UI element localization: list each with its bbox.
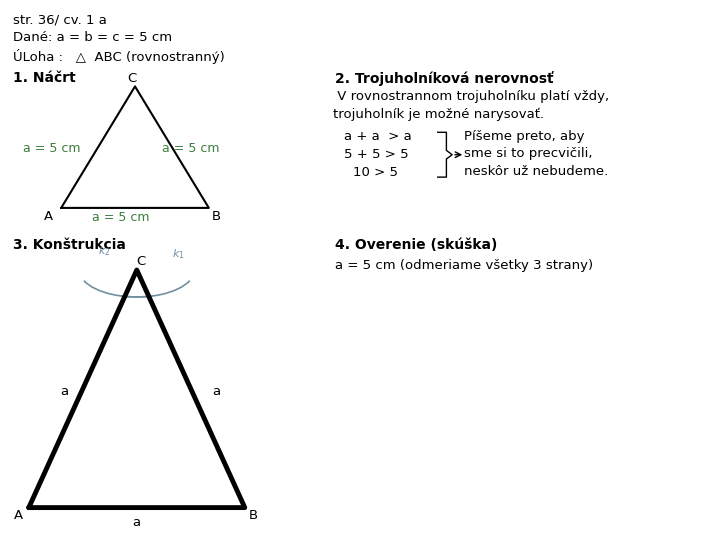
Text: 1. Náčrt: 1. Náčrt [13,71,76,85]
Text: 3. Konštrukcia: 3. Konštrukcia [13,238,126,252]
Text: a: a [212,385,220,398]
Text: ÚLoha :   △  ABC (rovnostranný): ÚLoha : △ ABC (rovnostranný) [13,49,225,64]
Text: $k_2$: $k_2$ [98,244,111,258]
Text: Píšeme preto, aby: Píšeme preto, aby [464,130,585,143]
Text: $k_1$: $k_1$ [172,247,185,261]
Text: 2. Trojuholníková nerovnosť: 2. Trojuholníková nerovnosť [335,71,554,86]
Text: a: a [132,516,141,529]
Text: 4. Overenie (skúška): 4. Overenie (skúška) [335,238,498,252]
Text: neskôr už nebudeme.: neskôr už nebudeme. [464,165,608,178]
Text: a = 5 cm: a = 5 cm [92,211,150,224]
Text: A: A [44,210,53,222]
Text: V rovnostrannom trojuholníku platí vždy,: V rovnostrannom trojuholníku platí vždy, [333,90,609,103]
Text: 5 + 5 > 5: 5 + 5 > 5 [344,148,409,161]
Text: C: C [136,255,145,268]
Text: str. 36/ cv. 1 a: str. 36/ cv. 1 a [13,14,107,26]
Text: a = 5 cm: a = 5 cm [23,142,81,155]
Text: a: a [60,385,69,398]
Text: C: C [127,72,136,85]
Text: Dané: a = b = c = 5 cm: Dané: a = b = c = 5 cm [13,31,172,44]
Text: sme si to precvičili,: sme si to precvičili, [464,147,593,160]
Text: trojuholník je možné narysovať.: trojuholník je možné narysovať. [333,108,544,121]
Text: a = 5 cm (odmeriame všetky 3 strany): a = 5 cm (odmeriame všetky 3 strany) [335,259,593,272]
Text: a + a  > a: a + a > a [344,130,412,143]
Text: A: A [14,509,22,522]
Text: B: B [249,509,258,522]
Text: B: B [212,210,220,222]
Text: a = 5 cm: a = 5 cm [162,142,220,155]
Text: 10 > 5: 10 > 5 [353,166,397,179]
